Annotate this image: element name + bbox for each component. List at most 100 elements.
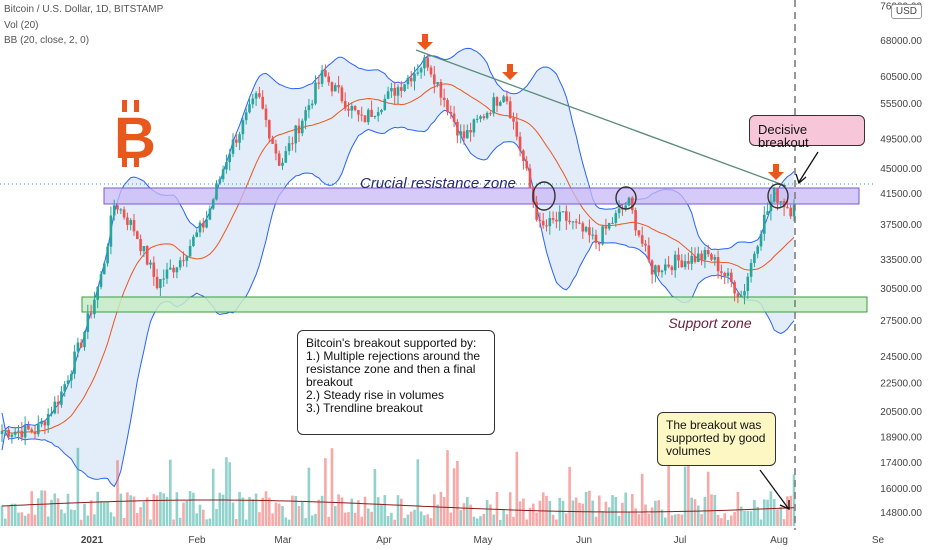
x-tick-label: Aug: [770, 535, 788, 546]
volume-bar: [244, 519, 248, 526]
volume-bar: [660, 509, 664, 526]
volume-bar: [66, 493, 70, 526]
volume-bar: [277, 503, 281, 526]
candle-body: [238, 134, 241, 143]
volume-bar: [789, 495, 792, 526]
volume-bar: [155, 495, 159, 526]
candle-body: [502, 96, 505, 103]
volume-bar: [0, 505, 4, 526]
candle-body: [584, 227, 588, 232]
volume-bar: [83, 503, 86, 526]
volume-bar: [452, 468, 456, 526]
volume-bar: [485, 500, 489, 526]
candle-body: [23, 424, 27, 438]
candle-body: [683, 261, 687, 268]
volume-bar: [433, 494, 436, 526]
volume-bar: [185, 500, 189, 526]
volume-bar: [598, 495, 601, 526]
y-tick-label: 49500.00: [880, 134, 922, 145]
candle-body: [396, 87, 400, 96]
candle-body: [607, 222, 611, 229]
volume-bar: [667, 448, 670, 526]
volume-bar: [347, 512, 350, 526]
volume-bar: [281, 506, 284, 526]
candle-body: [446, 100, 449, 112]
volume-bar: [687, 446, 690, 526]
volume-bar: [459, 510, 462, 526]
candle-body: [235, 139, 238, 143]
candle-body: [373, 115, 377, 117]
volume-bar: [109, 512, 113, 526]
candle-body: [568, 220, 571, 223]
rejection-circle-2: [615, 186, 637, 210]
candle-body: [241, 120, 245, 135]
candle-body: [551, 218, 555, 220]
volume-bar: [720, 518, 723, 526]
volume-bar: [442, 497, 446, 526]
y-tick-label: 14800.00: [880, 508, 922, 519]
volume-bar: [228, 462, 231, 526]
candle-body: [736, 293, 740, 297]
candle-body: [614, 213, 618, 223]
candle-body: [145, 246, 149, 265]
summary-point: 1.) Multiple rejections around the resis…: [306, 349, 481, 389]
volume-bar: [20, 512, 24, 526]
volume-bar: [56, 498, 60, 526]
candle-body: [89, 313, 93, 315]
currency-badge[interactable]: USD: [890, 4, 922, 19]
candle-body: [122, 209, 126, 218]
volume-bar: [353, 512, 357, 526]
volume-bar: [631, 494, 634, 526]
x-tick-label: Apr: [376, 535, 392, 546]
candle-body: [370, 109, 373, 117]
candle-body: [706, 249, 710, 255]
candle-body: [792, 204, 796, 217]
volume-bar: [683, 466, 687, 526]
candle-body: [505, 96, 509, 102]
candle-body: [601, 226, 604, 245]
volume-bar: [254, 493, 258, 526]
candle-body: [548, 218, 552, 227]
volume-bar: [535, 512, 538, 526]
volume-bar: [396, 495, 400, 526]
volume-bar: [23, 515, 27, 526]
candle-body: [726, 272, 730, 276]
candle-body: [650, 260, 654, 275]
candle-body: [126, 217, 129, 225]
volume-bar: [50, 499, 53, 526]
volume-bar: [46, 516, 50, 526]
candle-body: [330, 82, 334, 92]
basis-line: [1, 83, 795, 434]
candle-body: [733, 281, 736, 294]
candle-body: [677, 254, 680, 261]
volume-bar: [733, 511, 736, 526]
candle-body: [205, 219, 208, 228]
candle-body: [624, 205, 627, 209]
volume-bar: [376, 497, 380, 526]
volume-bar: [726, 519, 730, 526]
volume-bar: [304, 518, 307, 526]
volume-bar: [182, 502, 185, 526]
y-tick-label: 17400.00: [880, 458, 922, 469]
y-tick-label: 33500.00: [880, 255, 922, 266]
candle-body: [489, 112, 492, 114]
volume-bar: [360, 516, 363, 526]
down-arrow-icon: [417, 34, 433, 50]
candle-body: [393, 87, 396, 96]
volume-bar: [502, 508, 505, 526]
candle-body: [17, 430, 20, 432]
candle-body: [763, 214, 766, 234]
volume-bar: [248, 496, 251, 526]
volume-bar: [792, 474, 796, 526]
volume-bar: [664, 517, 667, 526]
volume-bar: [116, 460, 119, 526]
candle-body: [353, 106, 357, 111]
candle-body: [673, 254, 677, 271]
volume-bar: [624, 492, 627, 526]
candle-body: [660, 270, 664, 273]
volume-breakout-callout: The breakout was supported by good volum…: [657, 412, 776, 466]
volume-bar: [238, 491, 241, 526]
volume-bar: [17, 512, 20, 526]
volume-bar: [13, 503, 17, 526]
candle-body: [304, 110, 307, 121]
